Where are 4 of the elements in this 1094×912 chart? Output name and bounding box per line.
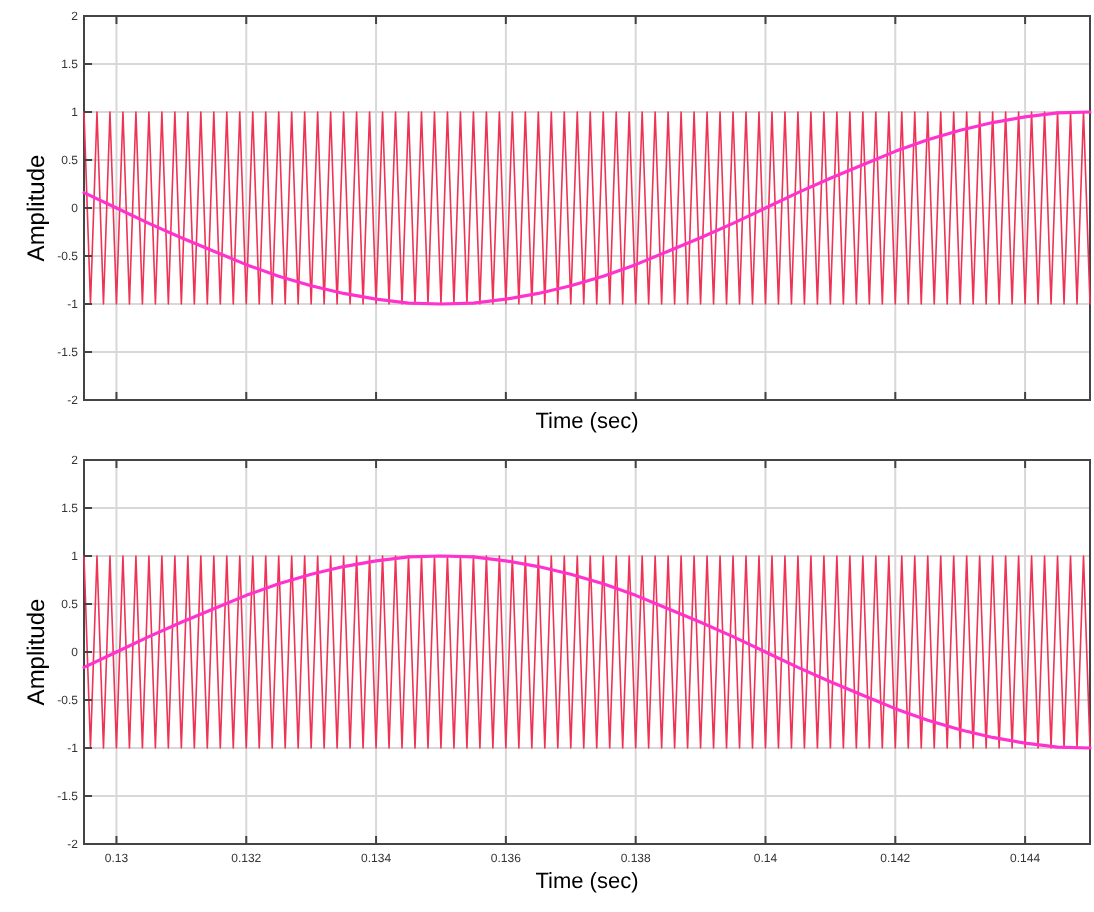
y-axis-title: Amplitude [22,154,50,262]
x-axis-title: Time (sec) [535,870,639,894]
y-axis-title: Amplitude [22,598,50,706]
x-axis-title: Time (sec) [535,410,639,434]
